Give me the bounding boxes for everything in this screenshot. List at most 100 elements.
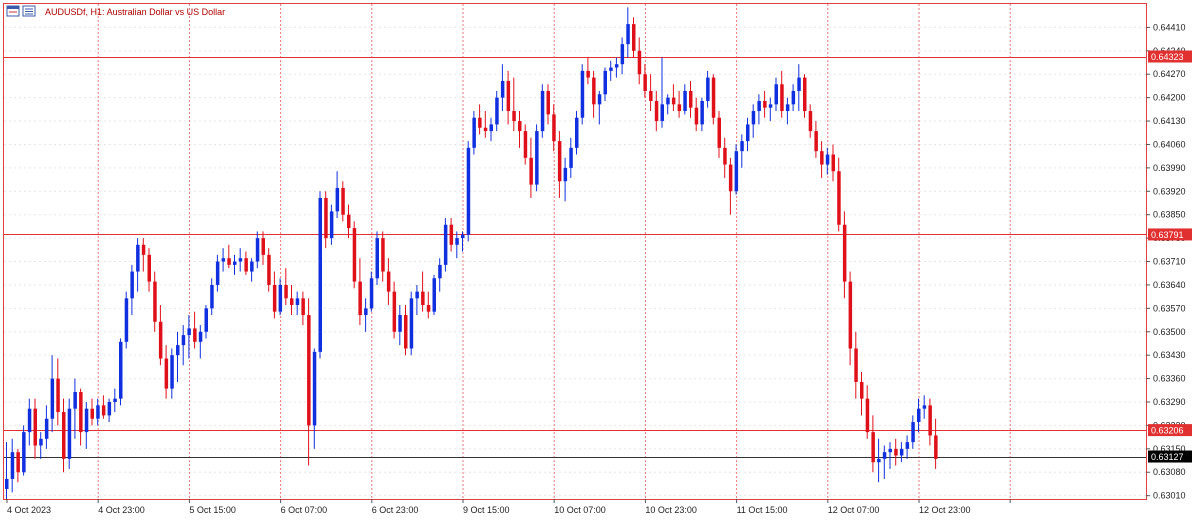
candle-body — [563, 167, 568, 182]
bull-candle — [740, 134, 744, 168]
bear-candle — [546, 84, 550, 125]
candle-body — [426, 305, 431, 312]
candle-body — [210, 284, 214, 309]
bull-candle — [335, 171, 340, 219]
bear-candle — [56, 358, 60, 426]
bear-candle — [711, 74, 716, 125]
y-tick-label: 0.63640 — [1153, 280, 1186, 290]
candle-body — [56, 378, 60, 413]
candle-body — [523, 131, 528, 158]
candle-body — [694, 107, 699, 125]
candle-body — [44, 418, 49, 439]
bear-candle — [307, 298, 311, 466]
level-price-tag: 0.63791 — [1148, 228, 1192, 241]
bull-candle — [27, 398, 32, 446]
x-tick-label: 4 Oct 23:00 — [98, 505, 145, 515]
candle-body — [905, 442, 910, 449]
candle-body — [894, 448, 898, 456]
bull-candle — [295, 291, 300, 316]
chart-window-icon[interactable] — [6, 5, 20, 17]
candle-body — [518, 121, 522, 132]
price-tag-label: 0.64323 — [1151, 52, 1184, 62]
candle-body — [780, 84, 784, 112]
candle-body — [603, 70, 607, 95]
candle-body — [147, 254, 151, 282]
bear-candle — [717, 111, 721, 158]
bear-candle — [193, 311, 197, 349]
bear-candle — [16, 448, 20, 483]
candle-body — [871, 432, 875, 463]
candle-body — [614, 64, 619, 68]
bull-candle — [626, 7, 630, 58]
bull-candle — [683, 84, 687, 115]
bear-candle — [529, 137, 533, 198]
bull-candle — [917, 398, 921, 433]
y-tick-label: 0.63290 — [1153, 397, 1186, 407]
bull-candle — [364, 298, 368, 332]
bull-candle — [415, 284, 419, 316]
candle-body — [90, 408, 94, 419]
bull-candle — [911, 415, 915, 449]
candle-body — [917, 408, 921, 423]
candle-body — [865, 398, 870, 433]
candle-body — [278, 284, 283, 312]
bull-candle — [620, 37, 625, 75]
bear-candle — [358, 258, 362, 326]
candle-body — [552, 114, 556, 142]
candle-body — [261, 238, 265, 255]
price-tag-bg — [1148, 50, 1192, 63]
candle-body — [803, 77, 807, 112]
candle-body — [723, 147, 727, 165]
candle-body — [272, 284, 277, 312]
candle-body — [677, 104, 682, 112]
level-price-tag: 0.63206 — [1148, 424, 1192, 437]
candle-body — [290, 298, 294, 306]
bull-candle — [563, 157, 568, 202]
bear-candle — [33, 398, 37, 459]
bull-candle — [438, 258, 442, 292]
chart-menu-icon[interactable] — [22, 5, 36, 17]
horizontal-grid — [4, 26, 1146, 497]
candle-body — [227, 258, 231, 265]
bear-candle — [141, 238, 146, 272]
bull-candle — [535, 124, 539, 192]
bear-candle — [164, 345, 169, 399]
bull-candle — [666, 94, 670, 115]
candle-body — [495, 97, 499, 125]
y-tick-label: 0.63710 — [1153, 257, 1186, 267]
bull-candle — [609, 60, 613, 81]
candle-body — [466, 147, 471, 235]
bull-candle — [375, 231, 379, 285]
candle-body — [837, 171, 841, 225]
candle-body — [586, 70, 590, 78]
bull-candle — [170, 348, 174, 399]
candle-body — [39, 438, 43, 446]
bull-candle — [119, 338, 123, 406]
candle-body — [221, 258, 226, 262]
y-tick-label: 0.64410 — [1153, 22, 1186, 32]
bear-candle — [649, 74, 653, 112]
candle-body — [107, 402, 112, 416]
candle-body — [170, 355, 174, 389]
candle-body — [785, 104, 790, 112]
candle-body — [244, 258, 248, 272]
bull-candle — [278, 278, 283, 316]
candle-body — [649, 90, 653, 101]
candle-body — [637, 50, 642, 75]
bear-candle — [814, 121, 818, 158]
candle-body — [141, 244, 146, 255]
bear-candle — [552, 104, 556, 152]
bull-candle — [398, 305, 402, 346]
candle-body — [706, 77, 710, 101]
bull-candle — [785, 97, 790, 125]
candle-body — [324, 197, 328, 239]
bear-candle — [426, 291, 431, 319]
y-tick-label: 0.63010 — [1153, 491, 1186, 501]
candle-body — [512, 111, 516, 122]
candle-body — [22, 432, 26, 473]
candle-body — [284, 284, 288, 299]
bear-candle — [860, 371, 864, 416]
bull-candle — [255, 231, 260, 269]
